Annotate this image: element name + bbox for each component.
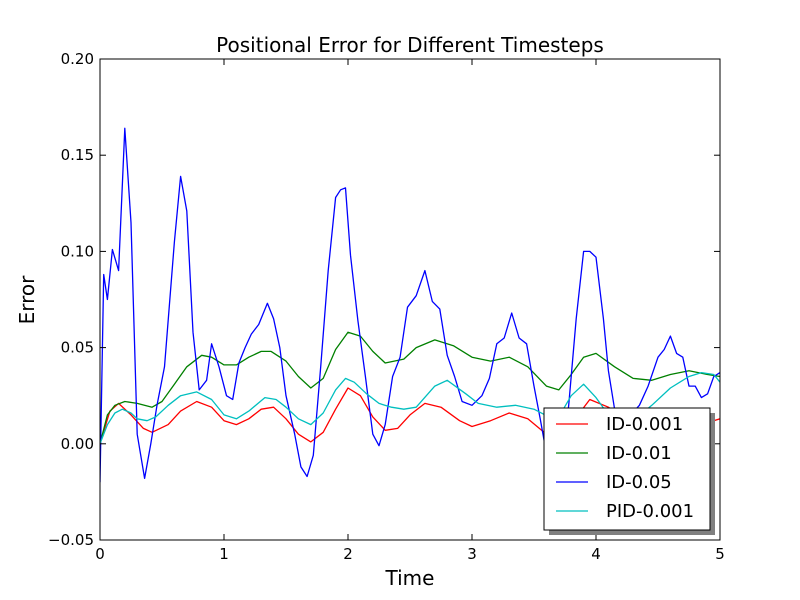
legend-label: PID-0.001 [606, 501, 694, 522]
legend-label: ID-0.01 [606, 443, 672, 464]
plot-frame [99, 58, 721, 541]
x-tick-label: 4 [591, 545, 601, 563]
y-tick-label: 0.10 [61, 242, 94, 260]
legend-label: ID-0.001 [606, 414, 683, 435]
x-axis-title: Time [385, 566, 435, 590]
x-tick-label: 3 [467, 545, 477, 563]
x-tick-label: 1 [219, 545, 229, 563]
y-tick-label: 0.15 [61, 146, 94, 164]
legend-label: ID-0.05 [606, 472, 672, 493]
y-tick-label: −0.05 [48, 531, 94, 549]
legend: ID-0.001 ID-0.01 ID-0.05 PID-0.001 [543, 407, 715, 535]
x-tick-label: 2 [343, 545, 353, 563]
x-tick-label: 0 [95, 545, 105, 563]
chart-title: Positional Error for Different Timesteps [216, 33, 604, 57]
y-axis-title: Error [15, 275, 39, 325]
y-tick-label: 0.05 [61, 339, 94, 357]
ticks-layer: 0 1 2 3 4 5 −0.05 0.00 0.05 0.10 0.15 0.20 [48, 50, 725, 563]
y-tick-label: 0.00 [61, 435, 94, 453]
y-tick-label: 0.20 [61, 50, 94, 68]
x-tick-label: 5 [715, 545, 725, 563]
legend-box [543, 407, 711, 531]
